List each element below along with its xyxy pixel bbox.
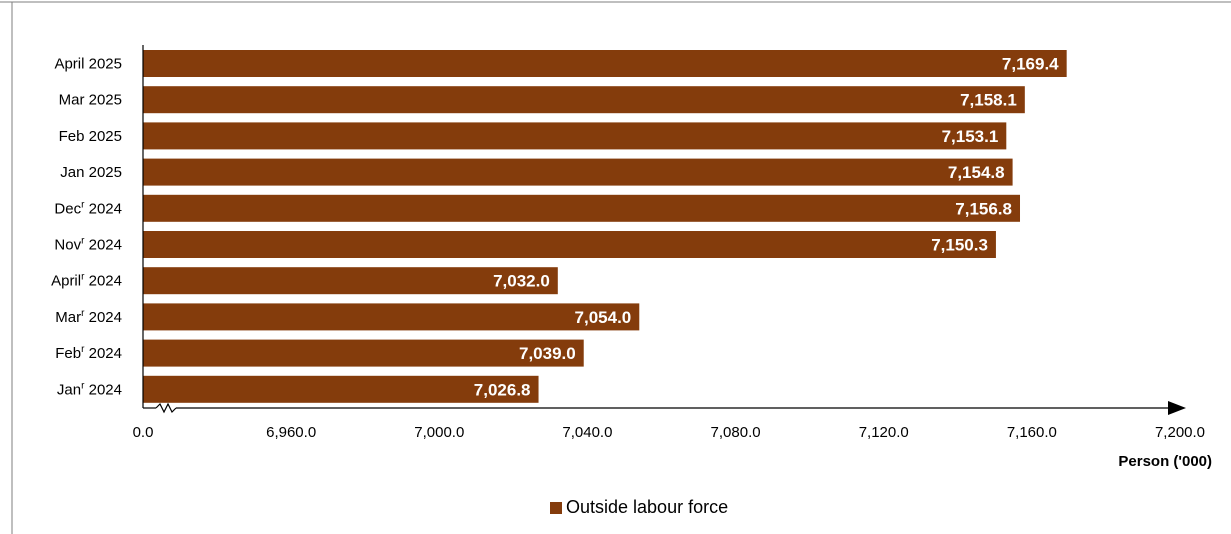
category-label: Marr 2024 [55,308,122,326]
data-label: 7,026.8 [474,380,531,399]
bar [143,194,1021,222]
x-tick-label: 7,000.0 [414,424,464,441]
legend-swatch [550,501,562,514]
bar [143,339,584,367]
category-label: Jan 2025 [60,164,122,181]
x-tick-label: 7,120.0 [859,424,909,441]
category-label: Mar 2025 [59,92,122,109]
x-tick-label: 7,200.0 [1155,424,1205,441]
legend-label: Outside labour force [566,497,729,517]
category-label: Novr 2024 [54,236,122,254]
category-label: Janr 2024 [57,380,122,398]
data-label: 7,154.8 [948,163,1005,182]
category-label: Decr 2024 [54,199,122,217]
data-label: 7,158.1 [960,91,1017,110]
x-axis-title: Person ('000) [1118,453,1212,470]
x-tick-label: 7,160.0 [1007,424,1057,441]
bar [143,375,539,403]
category-label: Febr 2024 [55,344,122,362]
category-label: Aprilr 2024 [51,272,122,290]
data-label: 7,150.3 [931,236,988,255]
x-tick-label: 7,040.0 [562,424,612,441]
data-label: 7,169.4 [1002,55,1059,74]
legend: Outside labour force [550,497,728,518]
category-label: April 2025 [54,56,122,73]
bar [143,231,996,258]
x-tick-label: 7,080.0 [711,424,761,441]
bar [143,50,1067,77]
bar [143,303,640,331]
bar [143,158,1013,186]
data-label: 7,039.0 [519,344,576,363]
bar [143,122,1007,150]
bar [143,267,558,295]
data-label: 7,032.0 [493,272,550,291]
data-label: 7,156.8 [955,199,1012,218]
data-label: 7,153.1 [942,127,999,146]
category-label: Feb 2025 [59,128,122,145]
data-label: 7,054.0 [575,308,632,327]
x-tick-label: 0.0 [133,424,154,441]
x-tick-label: 6,960.0 [266,424,316,441]
x-axis-arrow [1168,401,1186,415]
axis-break-mark [155,402,177,414]
bar [143,86,1025,114]
